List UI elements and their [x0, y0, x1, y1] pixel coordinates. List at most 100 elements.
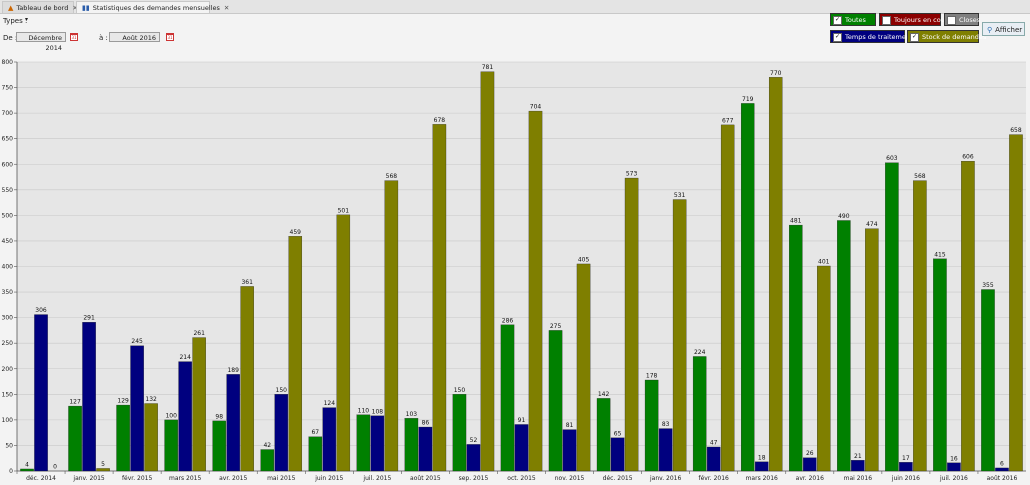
bar-stock-de-demandes — [961, 161, 974, 471]
dashboard-icon: ▲ — [8, 2, 13, 14]
bar-toutes — [405, 418, 418, 471]
data-label: 142 — [598, 391, 610, 398]
x-tick-label: juin 2016 — [891, 475, 920, 482]
data-label: 65 — [614, 430, 622, 437]
data-label: 98 — [215, 413, 223, 420]
bar-temps-de-traitement — [995, 468, 1008, 471]
checkbox-checked-icon: ✓ — [910, 33, 919, 42]
y-tick-label: 100 — [2, 417, 14, 424]
bar-toutes — [693, 356, 706, 471]
data-label: 568 — [914, 173, 926, 180]
y-tick-label: 750 — [2, 85, 14, 92]
x-tick-label: janv. 2016 — [649, 475, 681, 482]
tab-label: Statistiques des demandes mensuelles — [93, 4, 220, 12]
data-label: 306 — [35, 307, 47, 314]
data-label: 86 — [422, 420, 430, 427]
y-tick-label: 400 — [2, 264, 14, 271]
data-label: 501 — [338, 207, 350, 214]
legend-toggle-closes[interactable]: Closes — [944, 13, 979, 26]
bar-stock-de-demandes — [865, 229, 878, 471]
data-label: 81 — [566, 422, 574, 429]
y-tick-label: 50 — [5, 442, 13, 449]
bar-toutes — [789, 225, 802, 471]
y-tick-label: 600 — [2, 161, 14, 168]
data-label: 261 — [193, 330, 205, 337]
tab-bar: ▲Tableau de bord✕ ▮▮Statistiques des dem… — [0, 0, 1030, 14]
calendar-icon[interactable]: 31 — [70, 33, 78, 41]
types-dropdown-icon[interactable]: ▾ — [25, 16, 28, 23]
x-tick-label: déc. 2015 — [603, 475, 633, 482]
data-label: 103 — [406, 411, 418, 418]
x-tick-label: mars 2016 — [746, 475, 778, 482]
from-date-field[interactable]: Décembre 2014 — [16, 32, 66, 42]
x-tick-label: janv. 2015 — [72, 475, 104, 482]
bar-stock-de-demandes — [289, 236, 302, 471]
x-tick-label: août 2016 — [987, 475, 1018, 482]
data-label: 100 — [165, 412, 177, 419]
data-label: 83 — [662, 421, 670, 428]
y-tick-label: 350 — [2, 289, 14, 296]
tab-label: Tableau de bord — [16, 4, 68, 12]
bar-toutes — [309, 437, 322, 471]
to-date-field[interactable]: Août 2016 — [109, 32, 160, 42]
checkbox-checked-icon: ✓ — [833, 16, 842, 25]
calendar-icon[interactable]: 31 — [166, 33, 174, 41]
data-label: 405 — [578, 256, 590, 263]
bar-temps-de-traitement — [755, 462, 768, 471]
types-label: Types : — [3, 17, 27, 25]
afficher-button[interactable]: ⚲ Afficher — [982, 22, 1025, 36]
bar-toutes — [933, 259, 946, 471]
bar-stock-de-demandes — [913, 181, 926, 471]
close-icon[interactable]: ✕ — [224, 4, 229, 12]
bar-temps-de-traitement — [82, 322, 95, 471]
bar-temps-de-traitement — [851, 460, 864, 471]
bar-stock-de-demandes — [481, 72, 494, 471]
x-tick-label: oct. 2015 — [507, 475, 536, 482]
data-label: 178 — [646, 372, 658, 379]
bar-toutes — [645, 380, 658, 471]
x-tick-label: mars 2015 — [169, 475, 201, 482]
x-tick-label: févr. 2015 — [122, 475, 153, 482]
data-label: 573 — [626, 171, 638, 178]
data-label: 47 — [710, 439, 718, 446]
x-tick-label: nov. 2015 — [555, 475, 585, 482]
data-label: 150 — [454, 387, 466, 394]
bar-toutes — [597, 398, 610, 471]
y-tick-label: 200 — [2, 366, 14, 373]
tab-dashboard[interactable]: ▲Tableau de bord✕ — [2, 1, 74, 13]
data-label: 129 — [117, 398, 129, 405]
tab-monthly-stats[interactable]: ▮▮ Statistiques des demandes mensuelles ✕ — [76, 1, 210, 13]
y-tick-label: 800 — [2, 59, 14, 66]
checkbox-unchecked-icon — [882, 16, 891, 25]
data-label: 189 — [227, 367, 239, 374]
x-tick-label: mai 2015 — [267, 475, 296, 482]
bar-temps-de-traitement — [707, 447, 720, 471]
bar-stock-de-demandes — [625, 178, 638, 471]
bar-temps-de-traitement — [659, 429, 672, 471]
data-label: 719 — [742, 96, 754, 103]
bar-stock-de-demandes — [241, 286, 254, 471]
data-label: 704 — [530, 104, 542, 111]
data-label: 110 — [358, 407, 370, 414]
bar-temps-de-traitement — [371, 416, 384, 471]
data-label: 677 — [722, 117, 734, 124]
y-tick-label: 0 — [9, 468, 13, 475]
data-label: 361 — [241, 279, 253, 286]
search-icon: ⚲ — [987, 26, 992, 34]
bar-stock-de-demandes — [817, 266, 830, 471]
legend-toggle-stock-de-demandes[interactable]: ✓ Stock de demandes — [907, 30, 979, 43]
data-label: 603 — [886, 155, 898, 162]
y-tick-label: 500 — [2, 212, 14, 219]
y-tick-label: 550 — [2, 187, 14, 194]
data-label: 770 — [770, 70, 782, 77]
x-tick-label: juil. 2016 — [939, 475, 968, 482]
data-label: 5 — [101, 461, 105, 468]
bar-toutes — [117, 405, 130, 471]
bar-stock-de-demandes — [529, 111, 542, 471]
legend-toggle-toujours-en-cours[interactable]: Toujours en cours — [879, 13, 941, 26]
data-label: 17 — [902, 455, 910, 462]
data-label: 490 — [838, 213, 850, 220]
data-label: 6 — [1000, 460, 1004, 467]
legend-toggle-toutes[interactable]: ✓ Toutes — [830, 13, 876, 26]
legend-toggle-temps-de-traitement[interactable]: ✓ Temps de traitement — [830, 30, 905, 43]
